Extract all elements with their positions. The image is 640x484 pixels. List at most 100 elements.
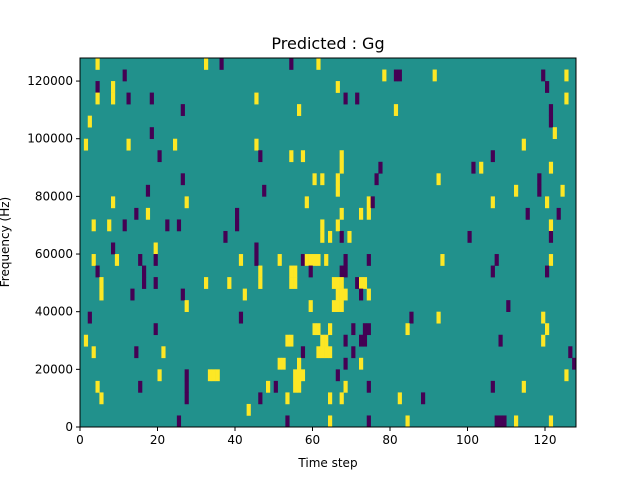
heatmap-cell-high (331, 277, 337, 289)
heatmap-cell-low (572, 357, 577, 370)
heatmap-cell-high (366, 288, 371, 301)
heatmap-cell-low (362, 323, 368, 336)
heatmap-cell-high (320, 346, 325, 359)
heatmap-cell-low (258, 150, 263, 163)
heatmap-cell-high (227, 277, 232, 289)
heatmap-cell-low (87, 311, 92, 324)
heatmap-cell-low (238, 311, 244, 324)
heatmap-cell-high (339, 161, 344, 174)
heatmap-cell-high (328, 346, 333, 359)
heatmap-cell-low (180, 104, 185, 116)
heatmap-cell-low (351, 323, 356, 336)
heatmap-cell-high (335, 300, 340, 312)
heatmap-cell-low (122, 69, 127, 82)
heatmap-cell-low (273, 380, 278, 393)
heatmap-cell-high (320, 173, 325, 186)
heatmap-cell-low (506, 300, 511, 312)
heatmap-cell-low (149, 92, 154, 105)
heatmap-cell-low (541, 69, 546, 82)
heatmap-cell-low (223, 230, 228, 243)
heatmap-cell-high (324, 254, 329, 266)
heatmap-cell-high (312, 254, 317, 266)
heatmap-cell-low (184, 392, 189, 405)
heatmap-cell-high (548, 219, 554, 232)
heatmap-cell-low (359, 288, 364, 301)
heatmap-cell-high (564, 92, 569, 105)
heatmap-cell-high (204, 277, 209, 289)
heatmap-cell-low (153, 277, 158, 289)
heatmap-cells (80, 58, 577, 428)
heatmap-cell-high (541, 334, 546, 347)
heatmap-cell-low (343, 357, 348, 370)
heatmap-cell-low (153, 254, 158, 266)
heatmap-cell-high (87, 115, 92, 128)
heatmap-cell-low (537, 184, 542, 197)
heatmap-cell-low (366, 323, 371, 336)
heatmap-cell-low (184, 380, 189, 393)
heatmap-cell-high (293, 277, 298, 289)
heatmap-cell-low (138, 380, 143, 393)
heatmap-cell-high (397, 392, 402, 405)
heatmap-cell-high (173, 138, 178, 151)
heatmap-cell-low (498, 334, 503, 347)
heatmap-cell-high (297, 369, 302, 382)
heatmap-cell-high (521, 138, 526, 151)
heatmap-cell-low (145, 184, 151, 197)
heatmap-cell-high (343, 288, 348, 301)
heatmap-cell-high (308, 300, 313, 312)
heatmap-cell-high (541, 311, 546, 324)
heatmap-cell-high (548, 254, 554, 266)
heatmap-cell-high (362, 277, 368, 289)
heatmap-cell-high (289, 265, 294, 278)
heatmap-cell-high (316, 346, 321, 359)
heatmap-cell-low (494, 415, 499, 428)
y-tick-label: 60000 (35, 247, 73, 261)
heatmap-cell-high (521, 380, 526, 393)
heatmap-cell-high (289, 277, 294, 289)
heatmap-cell-low (366, 380, 371, 393)
heatmap-cell-low (545, 265, 550, 278)
heatmap-cell-low (397, 69, 402, 82)
heatmap-cell-high (277, 254, 282, 266)
heatmap-cell-low (502, 415, 507, 428)
heatmap-cell-high (366, 207, 371, 220)
heatmap-cell-high (99, 288, 104, 301)
heatmap-cell-high (331, 300, 337, 312)
heatmap-cell-high (111, 196, 116, 209)
y-tick-label: 0 (65, 420, 73, 434)
heatmap-cell-low (95, 81, 100, 93)
heatmap-cell-high (293, 380, 298, 393)
heatmap-cell-high (157, 369, 162, 382)
x-tick-label: 40 (227, 433, 242, 447)
heatmap-cell-low (548, 230, 554, 243)
heatmap-cell-low (111, 242, 116, 255)
heatmap-cell-low (366, 415, 371, 428)
heatmap-cell-high (258, 265, 263, 278)
heatmap-cell-low (235, 207, 240, 220)
heatmap-cell-high (95, 92, 100, 105)
heatmap-cell-low (498, 415, 503, 428)
heatmap-cell-high (405, 323, 410, 336)
heatmap-cell-high (548, 415, 554, 428)
heatmap-cell-low (355, 92, 360, 105)
heatmap-cell-high (297, 357, 302, 370)
heatmap-cell-high (111, 81, 116, 93)
heatmap-cell-high (293, 265, 298, 278)
heatmap-cell-high (343, 380, 348, 393)
heatmap-cell-low (366, 254, 371, 266)
heatmap-cell-low (545, 81, 550, 93)
heatmap-cell-low (258, 392, 263, 405)
heatmap-cell-low (362, 334, 368, 347)
heatmap-cell-high (320, 219, 325, 232)
heatmap-cell-low (339, 265, 344, 278)
heatmap-cell-high (366, 196, 371, 209)
heatmap-cell-high (126, 138, 131, 151)
heatmap-cell-low (289, 58, 294, 70)
heatmap-cell-high (339, 277, 344, 289)
plot-frame (79, 57, 577, 428)
heatmap-cell-low (548, 115, 554, 128)
heatmap-cell-low (351, 346, 356, 359)
heatmap-cell-high (316, 323, 321, 336)
